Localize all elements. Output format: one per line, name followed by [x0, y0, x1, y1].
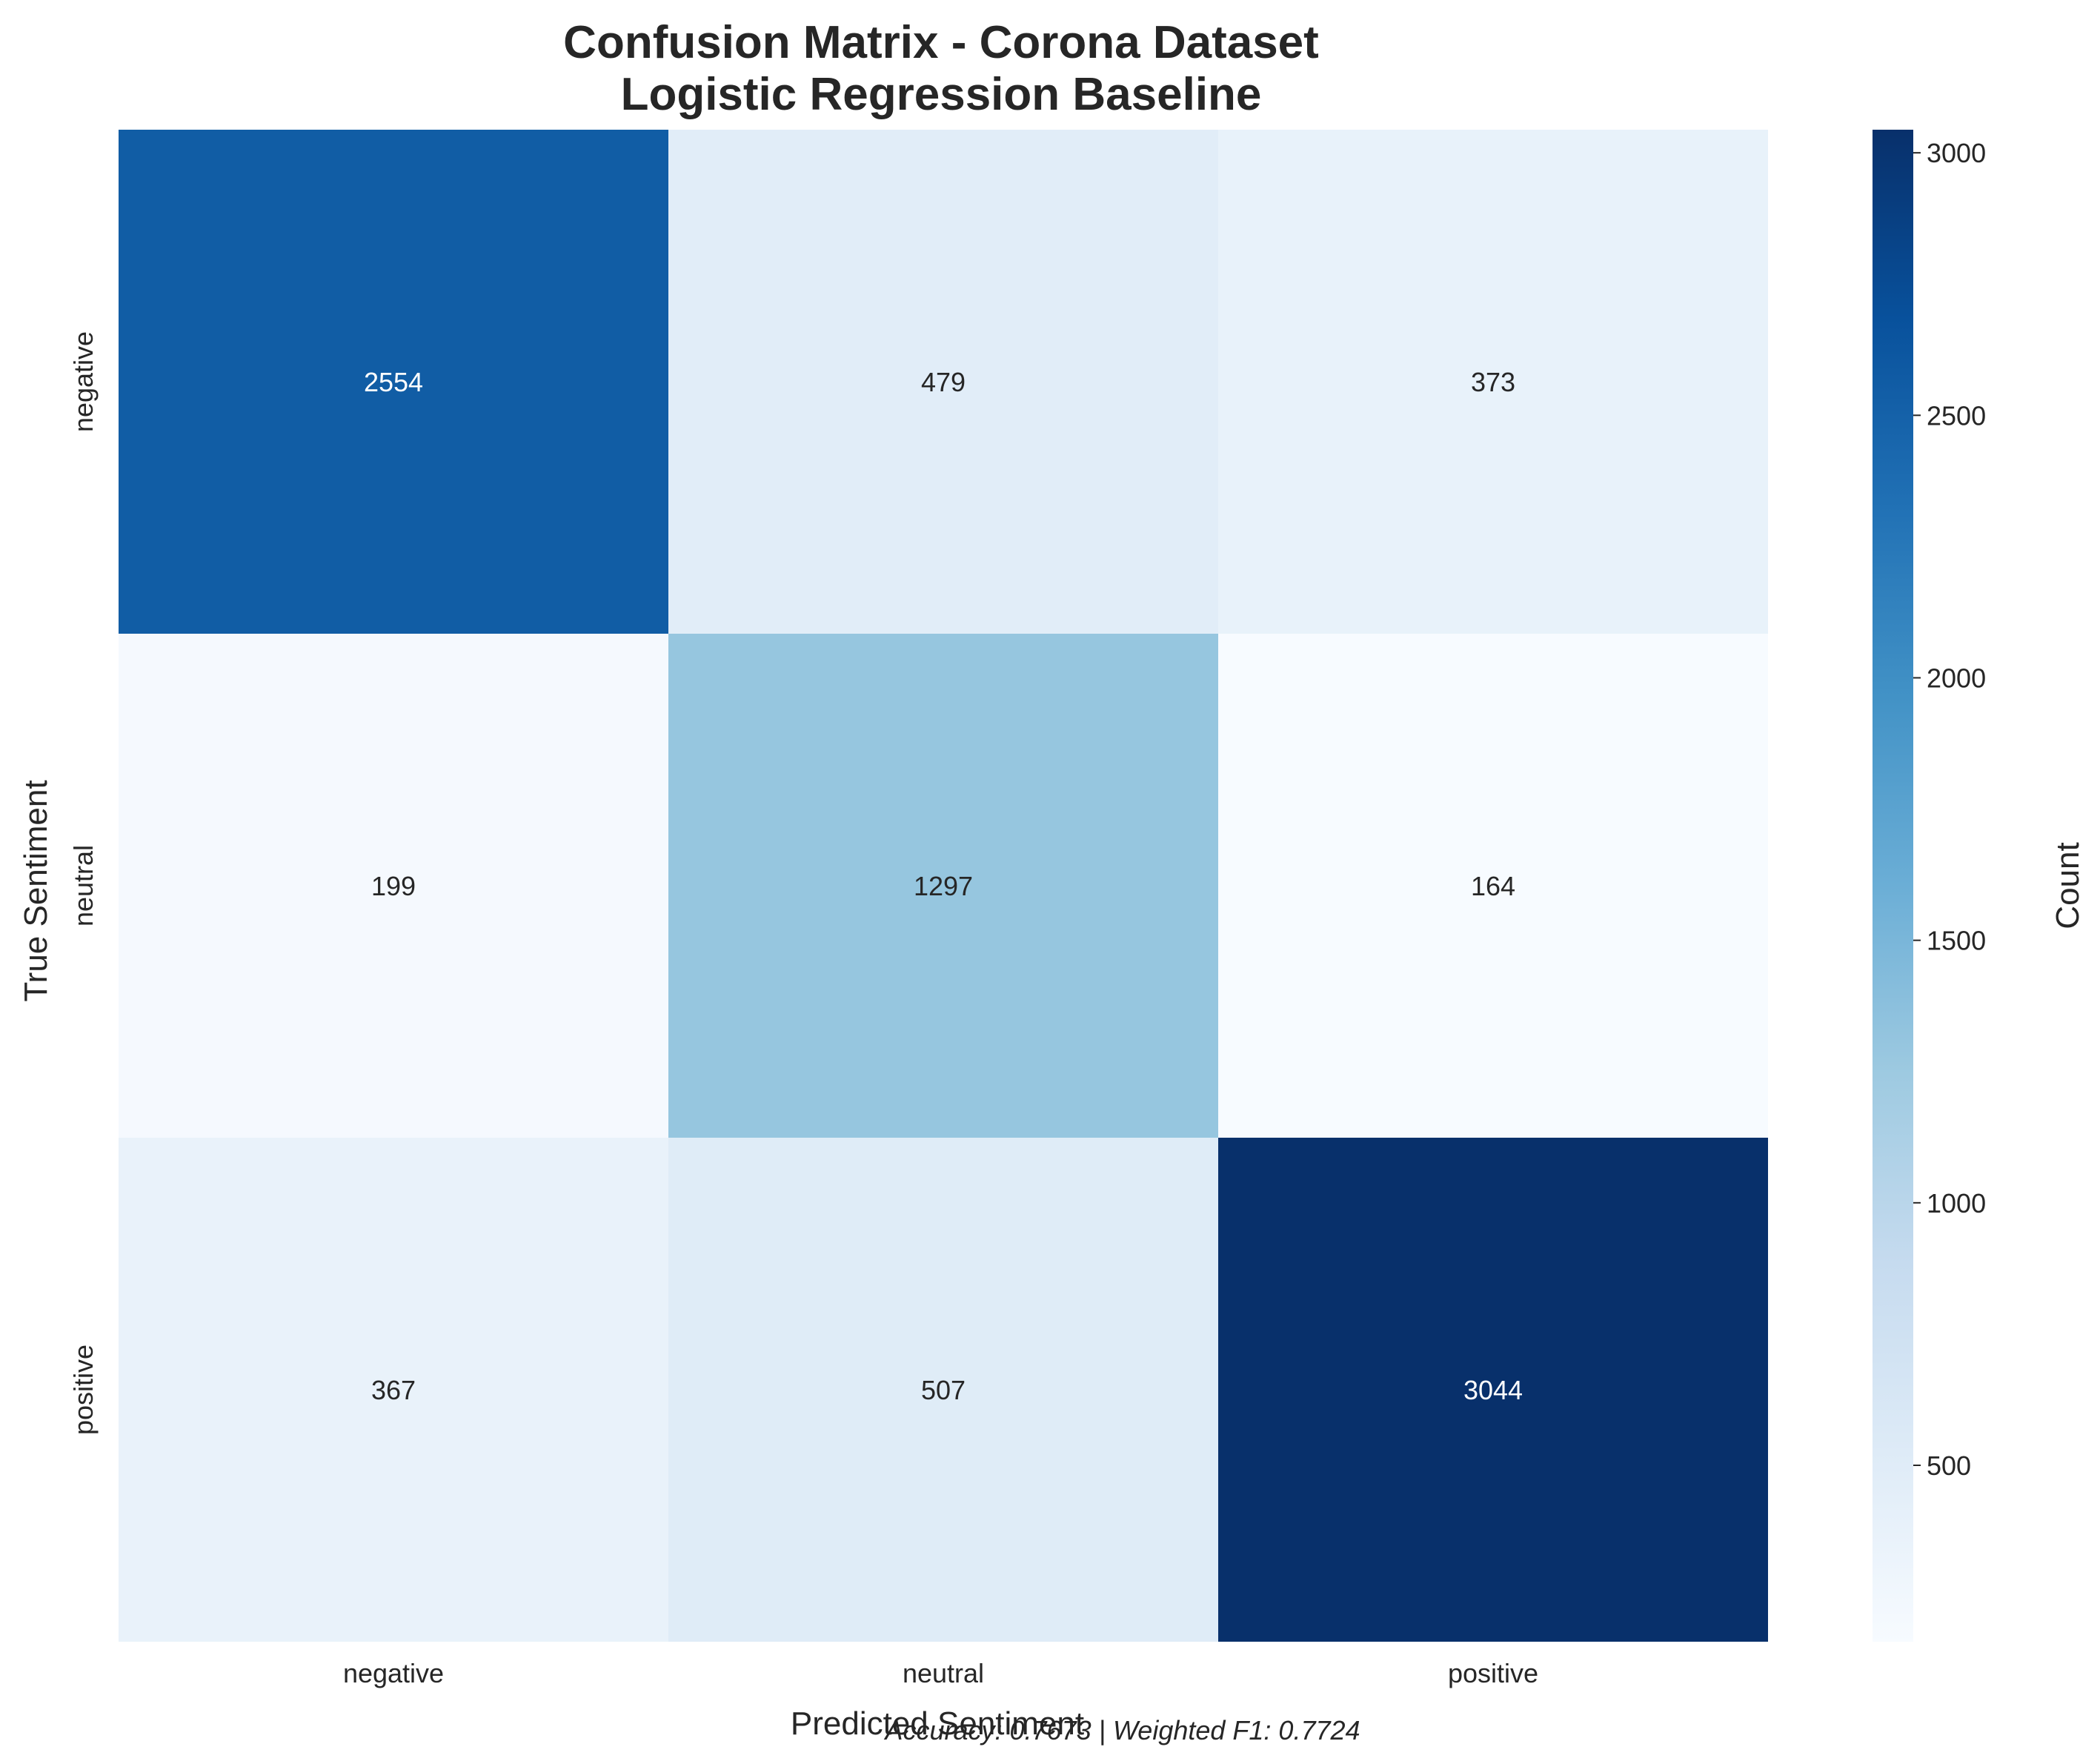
colorbar-ticks: 500 1000 1500 2000 2500 3000: [1913, 138, 1986, 1481]
colorbar-tick-label: 3000: [1927, 138, 1986, 168]
y-tick-label-neutral: neutral: [68, 845, 99, 926]
colorbar-label: Count: [2050, 842, 2086, 929]
heatmap-cell-positive-neutral: [668, 1138, 1218, 1642]
heatmap-cell-positive-negative: [119, 1138, 668, 1642]
heatmap-cell-negative-neutral: [668, 130, 1218, 634]
colorbar-tick-label: 500: [1927, 1450, 1971, 1481]
heatmap-cell-neutral-positive: [1218, 634, 1768, 1138]
cell-value-label: 373: [1471, 367, 1515, 397]
heatmap-cell-neutral-negative: [119, 634, 668, 1138]
chart-title: Confusion Matrix - Corona Dataset: [563, 17, 1319, 68]
x-tick-label-positive: positive: [1448, 1658, 1538, 1688]
metrics-footer: Accuracy: 0.7673 | Weighted F1: 0.7724: [883, 1715, 1360, 1745]
y-tick-label-negative: negative: [68, 331, 99, 432]
colorbar-tick-label: 2500: [1927, 400, 1986, 431]
heatmap-cell-negative-negative: [119, 130, 668, 634]
heatmap-cell-neutral-neutral: [668, 634, 1218, 1138]
colorbar-tick-label: 1500: [1927, 926, 1986, 956]
cell-value-label: 479: [921, 367, 966, 397]
colorbar-tick-label: 2000: [1927, 663, 1986, 694]
cell-value-label: 507: [921, 1375, 966, 1405]
x-tick-labels: negative neutral positive: [343, 1658, 1538, 1688]
y-tick-label-positive: positive: [68, 1344, 99, 1435]
cell-value-label: 1297: [914, 871, 973, 901]
colorbar: [1873, 130, 1913, 1642]
cell-value-label: 199: [371, 871, 416, 901]
x-tick-label-negative: negative: [343, 1658, 444, 1688]
cell-value-label: 3044: [1463, 1375, 1523, 1405]
colorbar-tick-label: 1000: [1927, 1188, 1986, 1218]
y-axis-label: True Sentiment: [18, 780, 54, 1001]
heatmap-cell-negative-positive: [1218, 130, 1768, 634]
cell-value-label: 164: [1471, 871, 1515, 901]
y-tick-labels: negative neutral positive: [68, 331, 99, 1435]
chart-subtitle: Logistic Regression Baseline: [621, 69, 1262, 120]
cell-value-label: 367: [371, 1375, 416, 1405]
x-axis-label: Predicted Sentiment: [791, 1705, 1084, 1742]
cell-value-label: 2554: [364, 367, 423, 397]
x-tick-label-neutral: neutral: [903, 1658, 984, 1688]
heatmap-cell-positive-positive: [1218, 1138, 1768, 1642]
heatmap-cells: 2554 479 373 199 1297 164 367 507 3044: [119, 130, 1768, 1642]
